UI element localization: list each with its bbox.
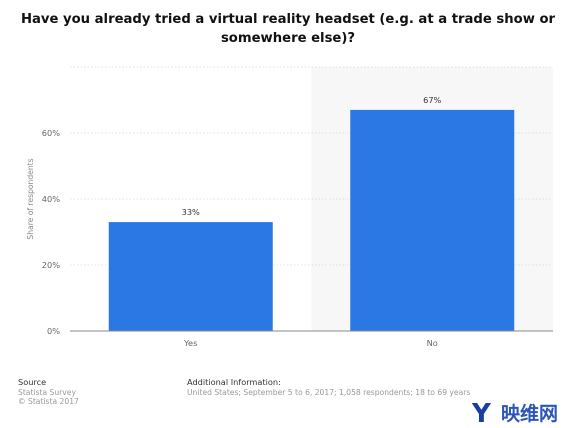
y-tick-label: 40%: [42, 194, 60, 204]
bar-no: [350, 109, 515, 332]
source-block: Source Statista Survey © Statista 2017: [18, 377, 79, 407]
watermark-text: 映维网: [501, 402, 559, 425]
y-tick-label: 60%: [42, 128, 60, 138]
y-tick-label: 20%: [42, 260, 60, 270]
watermark-logo-letter: Y: [471, 399, 492, 425]
chart-title: Have you already tried a virtual reality…: [20, 12, 556, 46]
x-tick-label: No: [427, 338, 438, 348]
additional-info-block: Additional Information: United States; S…: [187, 377, 471, 397]
watermark-logo-icon: Y: [471, 399, 492, 425]
data-label: 33%: [182, 207, 200, 217]
data-label: 67%: [423, 95, 441, 105]
additional-info-heading: Additional Information:: [187, 377, 281, 387]
y-axis-label: Share of respondents: [26, 158, 35, 239]
bar-yes: [108, 222, 273, 331]
source-heading: Source: [18, 377, 47, 387]
source-line-1: Statista Survey: [18, 387, 76, 397]
y-tick-label: 0%: [47, 326, 60, 336]
x-tick-label: Yes: [183, 338, 197, 348]
watermark: Y 映维网: [470, 398, 574, 426]
source-line-2: © Statista 2017: [18, 397, 79, 406]
additional-info-text: United States; September 5 to 6, 2017; 1…: [187, 387, 471, 397]
